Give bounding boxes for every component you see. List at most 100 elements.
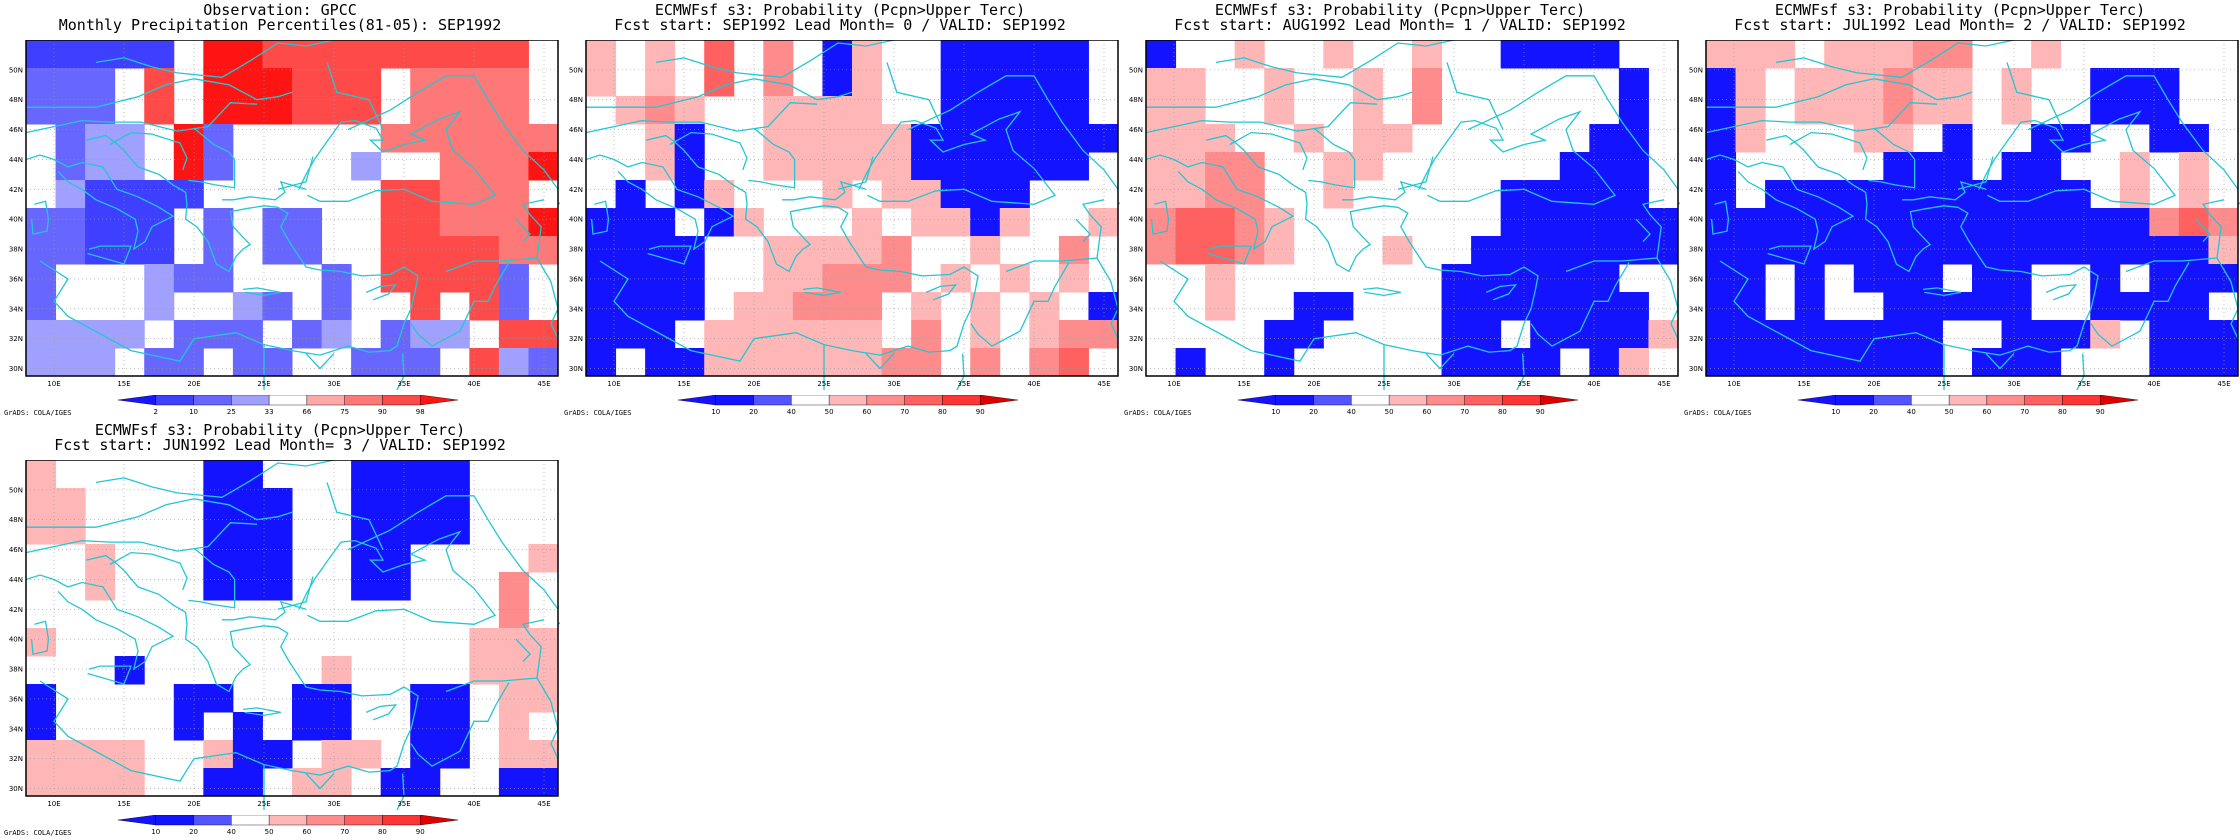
grid-cell [763, 236, 794, 265]
colorbar-segment [231, 395, 270, 406]
grid-cell [940, 152, 971, 181]
grid-cell [1735, 96, 1766, 125]
grid-cell [586, 320, 617, 349]
grid-cell [232, 516, 263, 545]
grid-cell [1352, 68, 1383, 97]
grid-cell [26, 768, 57, 797]
lon-tick-label: 40E [2147, 380, 2160, 388]
grid-cell [232, 712, 263, 741]
colorbar-segment [1237, 395, 1276, 406]
grid-cell [852, 236, 883, 265]
grid-cell [203, 40, 234, 69]
colorbar-label: 25 [227, 408, 236, 416]
colorbar-label: 40 [227, 828, 236, 836]
grid-cell [645, 348, 676, 377]
grid-cell [1912, 236, 1943, 265]
grid-cell [2090, 264, 2121, 293]
grid-cell [55, 516, 86, 545]
grid-cell [1530, 236, 1561, 265]
grid-cell [615, 264, 646, 293]
lat-tick-label: 50N [1689, 66, 1703, 74]
grid-cell [1735, 292, 1766, 321]
coastline [298, 110, 497, 205]
colorbar-label: 50 [1945, 408, 1954, 416]
colorbar-segment [155, 815, 194, 826]
grid-cell [970, 124, 1001, 153]
grid-cell [498, 628, 529, 657]
grid-cell [1412, 68, 1443, 97]
coastline [326, 62, 384, 130]
colorbar-label: 10 [1831, 408, 1840, 416]
coastline [86, 554, 279, 693]
credit-footer: GrADS: COLA/IGES [1684, 409, 1752, 417]
coastline [39, 206, 419, 362]
lat-tick-label: 42N [1689, 186, 1703, 194]
grid-cell [1589, 208, 1620, 237]
grid-cell [1559, 236, 1590, 265]
map-frame [25, 40, 559, 377]
grid-cell [1972, 292, 2003, 321]
grid-cell [498, 40, 529, 69]
lat-tick-label: 50N [9, 486, 23, 494]
grid-cell [1912, 68, 1943, 97]
grid-cell [26, 96, 57, 125]
grid-cell [2208, 208, 2239, 237]
grid-cell [1853, 96, 1884, 125]
grid-cell [704, 320, 735, 349]
colorbar-label: 10 [711, 408, 720, 416]
grid-cell [173, 684, 204, 713]
colorbar-label: 70 [340, 828, 349, 836]
grid-cell [1706, 40, 1737, 69]
lon-tick-label: 30E [327, 380, 340, 388]
map-frame [1145, 40, 1679, 377]
coastline [277, 576, 314, 610]
coastline [2125, 199, 2225, 273]
grid-cell [439, 208, 470, 237]
grid-cell [1794, 96, 1825, 125]
grid-cell [410, 208, 441, 237]
grid-cell [173, 180, 204, 209]
grid-cell [940, 40, 971, 69]
grid-cell [1853, 236, 1884, 265]
grid-cell [1088, 208, 1119, 237]
grid-cell [439, 152, 470, 181]
lon-tick-label: 10E [47, 380, 60, 388]
grid-cell [55, 348, 86, 377]
grid-cell [1234, 208, 1265, 237]
grid-cell [792, 152, 823, 181]
coastline [1706, 78, 1973, 108]
coastline [410, 262, 510, 347]
colorbar-label: 40 [1347, 408, 1356, 416]
coastline [1467, 75, 1679, 190]
colorbar-label: 20 [1869, 408, 1878, 416]
grid-cell [1205, 180, 1236, 209]
coastline [802, 287, 841, 297]
colorbar-label: 2 [154, 408, 158, 416]
grid-cell [1088, 292, 1119, 321]
grid-cell [852, 68, 883, 97]
coastline [2045, 284, 2078, 301]
grid-cell [410, 236, 441, 265]
colorbar: 10 20 40 50 60 70 80 90 [677, 395, 1019, 416]
grid-cell [911, 320, 942, 349]
grid-cell [1942, 292, 1973, 321]
grid-cell [2031, 152, 2062, 181]
grid-cell [1323, 180, 1354, 209]
grid-cell [55, 124, 86, 153]
grid-cell [380, 180, 411, 209]
grid-cell [380, 348, 411, 377]
grid-cell [1618, 292, 1649, 321]
grid-cell [1853, 208, 1884, 237]
colorbar-label: 90 [378, 408, 387, 416]
grid-cell [173, 348, 204, 377]
grid-cell [1088, 320, 1119, 349]
grid-cell [1912, 348, 1943, 377]
grid-cell [262, 572, 293, 601]
grid-cell [1500, 40, 1531, 69]
grid-cell [2119, 236, 2150, 265]
grid-cell [704, 40, 735, 69]
grid-cell [203, 544, 234, 573]
colorbar-segment [420, 395, 459, 406]
grid-cell [469, 208, 500, 237]
grid-cell [970, 96, 1001, 125]
